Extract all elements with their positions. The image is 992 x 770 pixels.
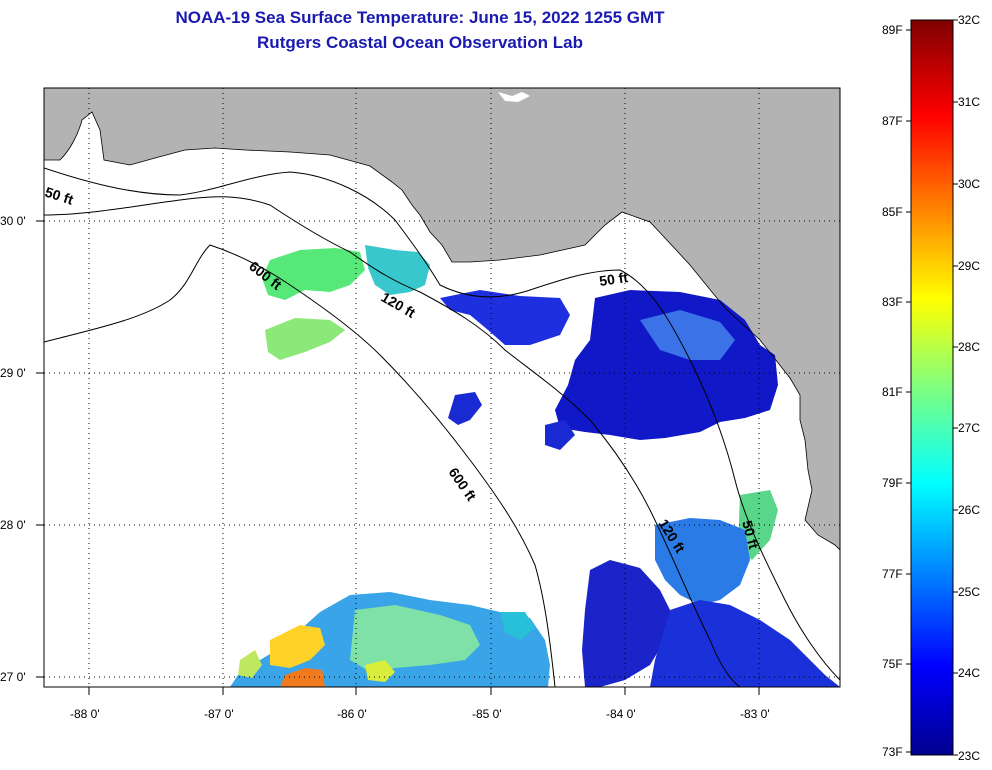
colorbar-c-label: 24C (958, 666, 980, 680)
colorbar-f-label: 75F (882, 657, 903, 671)
colorbar-f-label: 81F (882, 385, 903, 399)
island (498, 92, 530, 102)
y-tick-label: 29 0' (0, 366, 26, 380)
colorbar-c-label: 31C (958, 95, 980, 109)
colorbar (910, 19, 954, 756)
colorbar-c-label: 25C (958, 585, 980, 599)
y-tick-label: 30 0' (0, 214, 26, 228)
colorbar-f-label: 87F (882, 114, 903, 128)
colorbar-c-label: 28C (958, 340, 980, 354)
gulf-ocean (44, 112, 840, 687)
coastline (44, 111, 840, 551)
bathymetry-contours (44, 167, 840, 687)
y-tick-label: 27 0' (0, 670, 26, 684)
colorbar-f-label: 89F (882, 23, 903, 37)
colorbar-f-label: 83F (882, 295, 903, 309)
x-tick-label: -88 0' (70, 707, 100, 721)
colorbar-ticks (906, 19, 958, 756)
x-tick-label: -84 0' (606, 707, 636, 721)
colorbar-c-label: 27C (958, 421, 980, 435)
y-tick-label: 28 0' (0, 518, 26, 532)
colorbar-f-label: 77F (882, 567, 903, 581)
colorbar-c-label: 26C (958, 503, 980, 517)
x-tick-label: -87 0' (204, 707, 234, 721)
colorbar-c-label: 29C (958, 259, 980, 273)
map-frame (43, 87, 841, 688)
colorbar-f-label: 79F (882, 476, 903, 490)
contour-label-50ft-bigbend: 50 ft (598, 269, 629, 289)
colorbar-c-label: 32C (958, 13, 980, 27)
sst-patches (230, 245, 840, 687)
x-tick-label: -83 0' (740, 707, 770, 721)
colorbar-f-label: 73F (882, 745, 903, 759)
x-tick-label: -85 0' (472, 707, 502, 721)
colorbar-f-label: 85F (882, 205, 903, 219)
map-subtitle: Rutgers Coastal Ocean Observation Lab (257, 33, 583, 52)
map-title: NOAA-19 Sea Surface Temperature: June 15… (175, 8, 665, 27)
colorbar-c-label: 23C (958, 749, 980, 763)
x-tick-label: -86 0' (337, 707, 367, 721)
contour-label-50ft-south: 50 ft (739, 519, 762, 551)
colorbar-c-label: 30C (958, 177, 980, 191)
axis-ticks (36, 220, 760, 695)
